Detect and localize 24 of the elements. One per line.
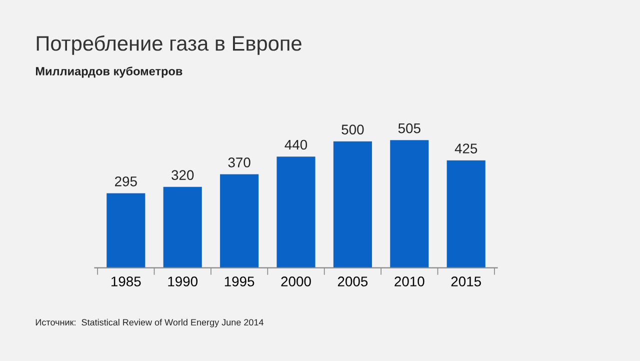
data-label: 370 — [228, 158, 250, 168]
data-label: 320 — [172, 170, 194, 180]
data-label: 500 — [342, 124, 364, 134]
x-tick-label: 1985 — [112, 276, 141, 286]
bar — [390, 140, 429, 268]
x-tick-label: 1990 — [168, 276, 198, 286]
x-tick-label: 2005 — [338, 276, 368, 286]
x-tick-label: 2010 — [394, 276, 424, 286]
bar — [276, 156, 316, 268]
data-label: 505 — [398, 123, 420, 134]
bar — [333, 141, 372, 268]
bar — [106, 193, 146, 268]
x-tick-label: 1995 — [224, 276, 254, 286]
data-label: 295 — [115, 176, 137, 186]
bar — [163, 186, 202, 268]
data-label: 425 — [454, 144, 478, 154]
x-tick-label: 2000 — [281, 276, 311, 286]
data-label: 440 — [284, 140, 308, 150]
chart-title: Потребление газа в Европе — [36, 35, 302, 55]
chart-subtitle: Миллиардов кубометров — [36, 66, 182, 78]
bar — [446, 160, 486, 268]
text: Источник: Statistical Review of World Energy June 2014 — [36, 318, 264, 328]
bar — [220, 174, 259, 268]
x-tick-label: 2015 — [451, 276, 481, 286]
